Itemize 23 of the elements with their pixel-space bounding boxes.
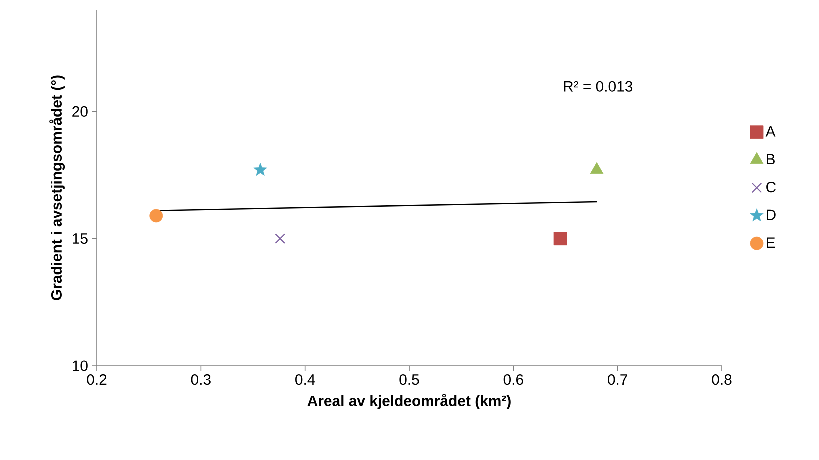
legend-label: B [767,154,775,165]
y-tick-label: 10 [73,360,88,372]
y-tick-label: 15 [73,234,88,244]
legend-label: D [767,210,776,220]
annotation: R² = 0.013 [564,81,633,92]
x-tick-label: 0.3 [191,374,211,386]
legend-label: A [766,126,776,137]
x-tick-label: 0.2 [87,374,107,386]
point [275,234,286,244]
x-axis-title: Areal av kjeldeområdet (km²) [308,394,511,410]
x-tick-label: 0.7 [608,374,628,386]
y-axis-title: Gradient i avsetjingsområdet (°) [50,76,66,300]
legend-label: E [767,238,776,248]
point [150,209,164,223]
point [590,162,604,174]
legend-label: C [766,182,776,193]
point [254,163,268,176]
y-tick-label: 20 [72,106,88,117]
x-tick-label: 0.8 [712,374,732,386]
point [554,232,568,246]
x-tick-label: 0.6 [504,374,524,386]
x-tick-label: 0.4 [296,374,316,386]
x-tick-label: 0.5 [400,374,420,386]
